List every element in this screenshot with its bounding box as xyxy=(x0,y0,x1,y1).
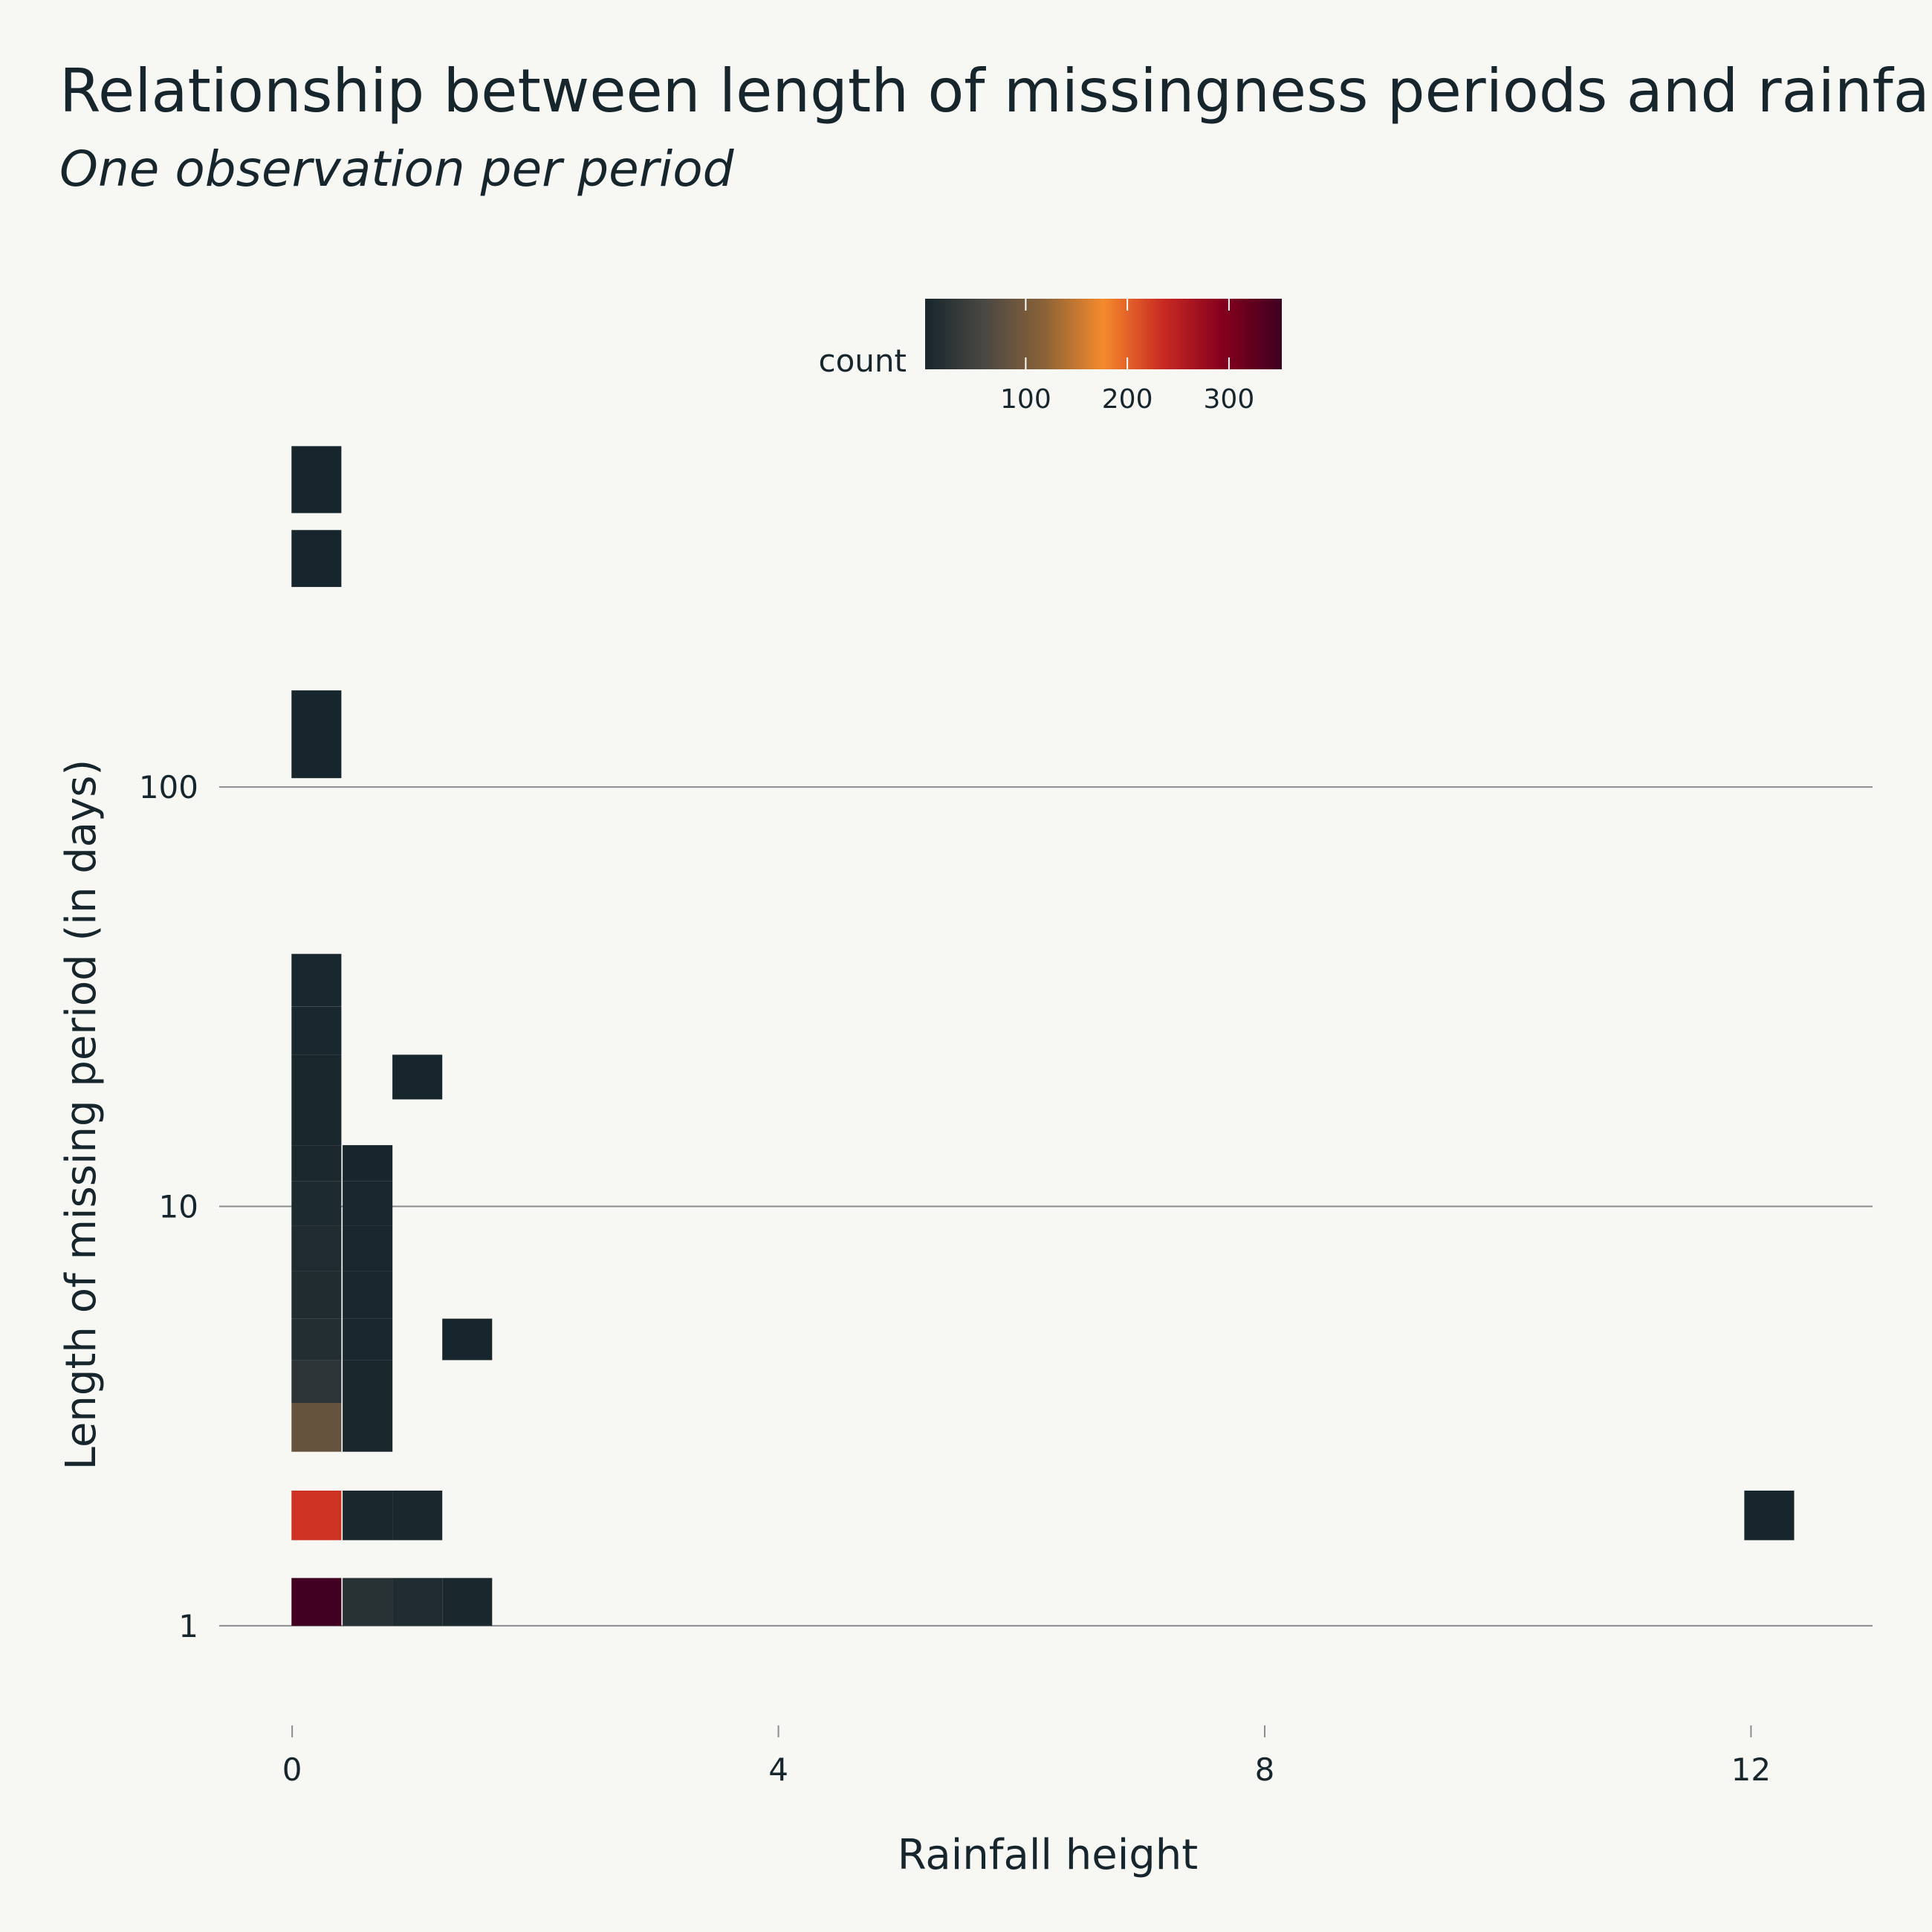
heatmap-bin xyxy=(343,1318,393,1361)
y-tick-label: 100 xyxy=(139,769,198,805)
heatmap-bin xyxy=(392,1491,443,1540)
x-axis-label: Rainfall height xyxy=(898,1831,1199,1879)
heatmap-bin xyxy=(291,690,342,779)
x-tick-label: 4 xyxy=(768,1751,788,1788)
heatmap-bin xyxy=(392,1054,443,1100)
heatmap-bin xyxy=(291,1181,342,1226)
heatmap-bin xyxy=(343,1360,393,1403)
heatmap-bin xyxy=(442,1578,493,1626)
heatmap-bin xyxy=(291,1225,342,1271)
heatmap-bin xyxy=(291,1318,342,1361)
y-axis-label: Length of missing period (in days) xyxy=(57,759,106,1471)
chart-title: Relationship between length of missingne… xyxy=(59,56,1932,126)
heatmap-bin xyxy=(291,953,342,1007)
x-tick-label: 8 xyxy=(1255,1751,1275,1788)
heatmap-bin xyxy=(291,1006,342,1055)
heatmap-bin xyxy=(291,1402,342,1452)
legend-color-bar xyxy=(925,299,1282,369)
legend-tick-label: 300 xyxy=(1204,384,1255,415)
heatmap-bin xyxy=(291,1054,342,1100)
heatmap-bin xyxy=(291,446,342,513)
legend-tick-label: 100 xyxy=(1000,384,1051,415)
gridlines xyxy=(219,786,1873,1627)
heatmap-bin xyxy=(343,1225,393,1271)
y-tick-label: 10 xyxy=(159,1189,198,1225)
heatmap-bin xyxy=(343,1402,393,1452)
heatmap-bin xyxy=(1744,1491,1795,1540)
heatmap-bin xyxy=(442,1318,493,1361)
heatmap-bin xyxy=(343,1181,393,1226)
heatmap-bin xyxy=(291,1099,342,1146)
x-tick-label: 0 xyxy=(282,1751,302,1788)
legend-title: count xyxy=(819,343,907,379)
color-legend: count 100 200 300 xyxy=(819,299,1282,415)
heatmap-bin xyxy=(291,1271,342,1319)
legend-tick-label: 200 xyxy=(1102,384,1153,415)
chart-subtitle: One observation per period xyxy=(59,140,735,198)
heatmap-bin xyxy=(343,1578,393,1626)
heatmap-bin xyxy=(291,1491,342,1540)
heatmap-bin xyxy=(291,1145,342,1181)
axes: 1 10 100 0 4 8 12 xyxy=(139,769,1771,1788)
heatmap-bin xyxy=(343,1145,393,1181)
heatmap-bin xyxy=(291,1360,342,1403)
heatmap-bin xyxy=(291,530,342,587)
y-tick-label: 1 xyxy=(178,1608,198,1644)
heatmap-bin xyxy=(291,1578,342,1626)
heatmap-bin xyxy=(343,1271,393,1319)
heatmap-bins xyxy=(291,446,1795,1626)
heatmap-bin xyxy=(392,1578,443,1626)
x-tick-label: 12 xyxy=(1731,1751,1771,1788)
heatmap-bin xyxy=(343,1491,393,1540)
